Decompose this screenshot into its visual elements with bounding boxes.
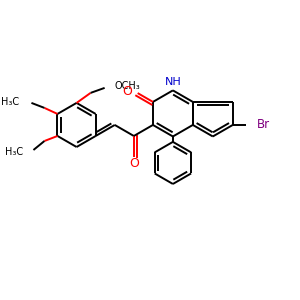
Text: O: O: [129, 158, 139, 170]
Text: H₃C: H₃C: [5, 147, 23, 157]
Text: Br: Br: [257, 118, 270, 131]
Text: H₃C: H₃C: [1, 97, 20, 107]
Text: NH: NH: [164, 77, 181, 87]
Text: OCH₃: OCH₃: [115, 81, 140, 91]
Text: O: O: [122, 85, 132, 98]
